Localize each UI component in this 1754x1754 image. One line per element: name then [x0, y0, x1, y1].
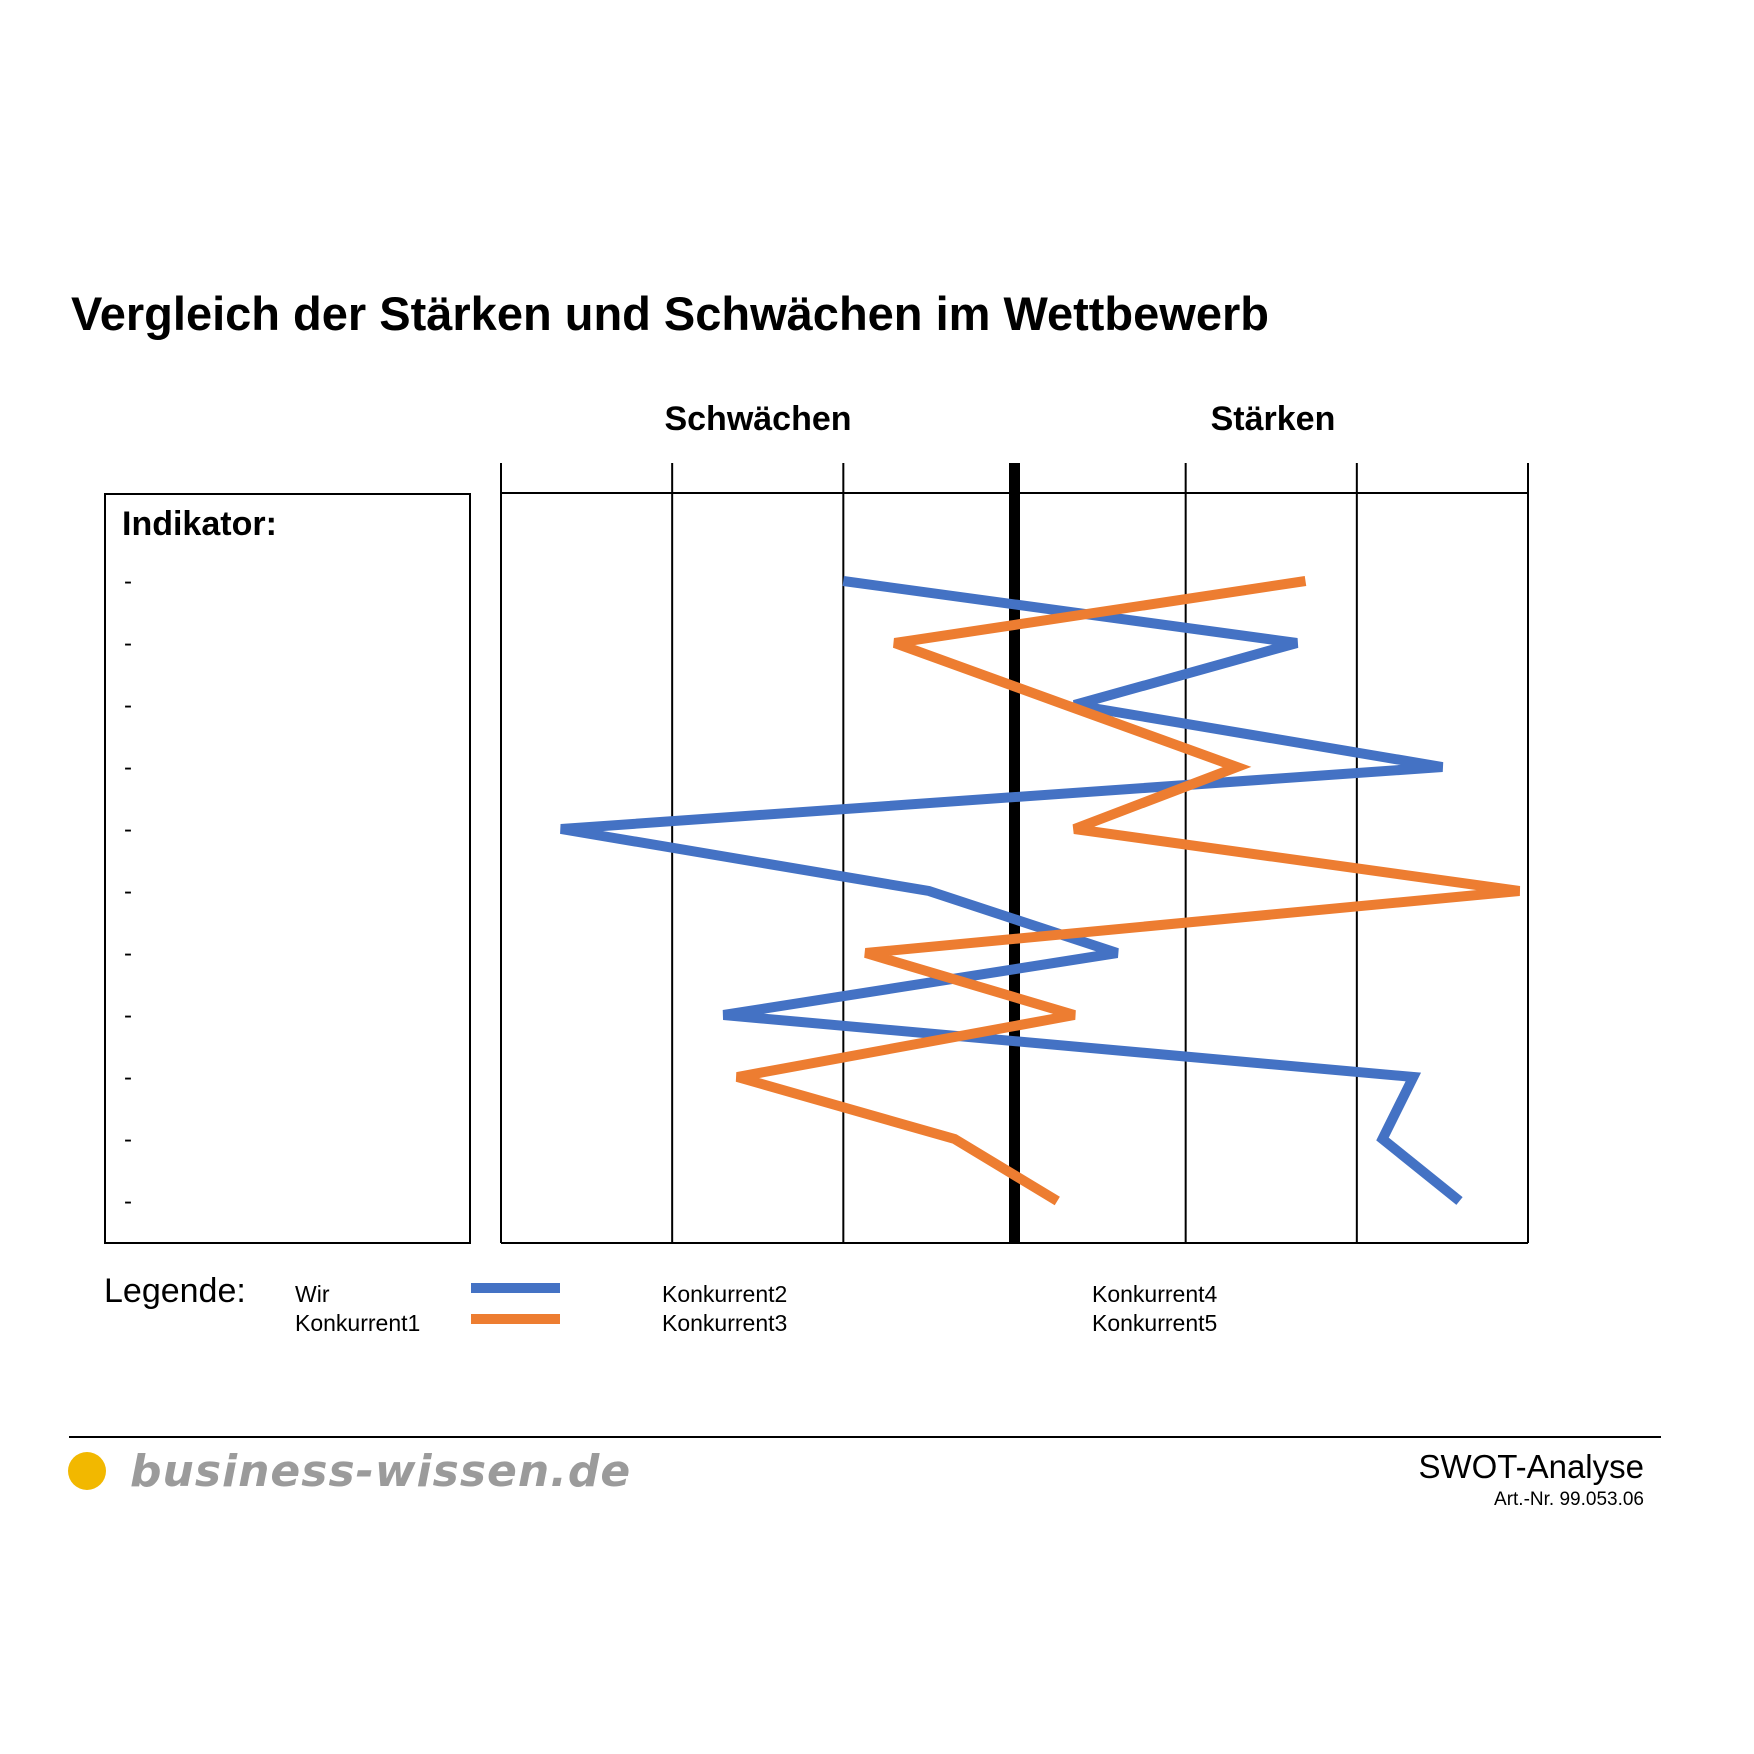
indicator-row: -: [124, 878, 132, 905]
legend-item-konkurrent4: Konkurrent4: [1092, 1281, 1218, 1307]
indicator-row: -: [124, 692, 132, 719]
article-number: Art.-Nr. 99.053.06: [1494, 1489, 1644, 1510]
indicator-row: -: [124, 630, 132, 657]
legend-swatch-konkurrent1: [471, 1314, 560, 1324]
footer-divider: [69, 1436, 1661, 1438]
indicator-label: Indikator:: [122, 505, 277, 543]
indicator-row: -: [124, 1064, 132, 1091]
legend-title: Legende:: [104, 1272, 246, 1310]
indicator-row: -: [124, 1002, 132, 1029]
legend-swatch-wir: [471, 1283, 560, 1293]
indicator-row: -: [124, 1126, 132, 1153]
logo-text: business-wissen.de: [130, 1446, 632, 1497]
legend-item-konkurrent5: Konkurrent5: [1092, 1310, 1218, 1336]
legend-item-konkurrent1: Konkurrent1: [295, 1310, 421, 1336]
heading-strengths: Stärken: [1210, 400, 1336, 438]
indicator-row: -: [124, 1188, 132, 1215]
indicator-row: -: [124, 940, 132, 967]
page-title: Vergleich der Stärken und Schwächen im W…: [71, 287, 1269, 340]
legend-item-wir: Wir: [295, 1281, 330, 1307]
indicator-row: -: [124, 816, 132, 843]
document-title: SWOT-Analyse: [1418, 1448, 1644, 1485]
indicator-panel: Indikator: - - - - - - - - - - -: [104, 493, 471, 1244]
legend-item-konkurrent3: Konkurrent3: [662, 1310, 788, 1336]
indicator-row: -: [124, 754, 132, 781]
series-line-konkurrent1: [735, 576, 1521, 1206]
indicator-row: -: [124, 568, 132, 595]
series-line-wir: [560, 576, 1463, 1205]
logo-dot-icon: [68, 1452, 106, 1490]
legend-item-konkurrent2: Konkurrent2: [662, 1281, 788, 1307]
heading-weaknesses: Schwächen: [664, 400, 852, 438]
